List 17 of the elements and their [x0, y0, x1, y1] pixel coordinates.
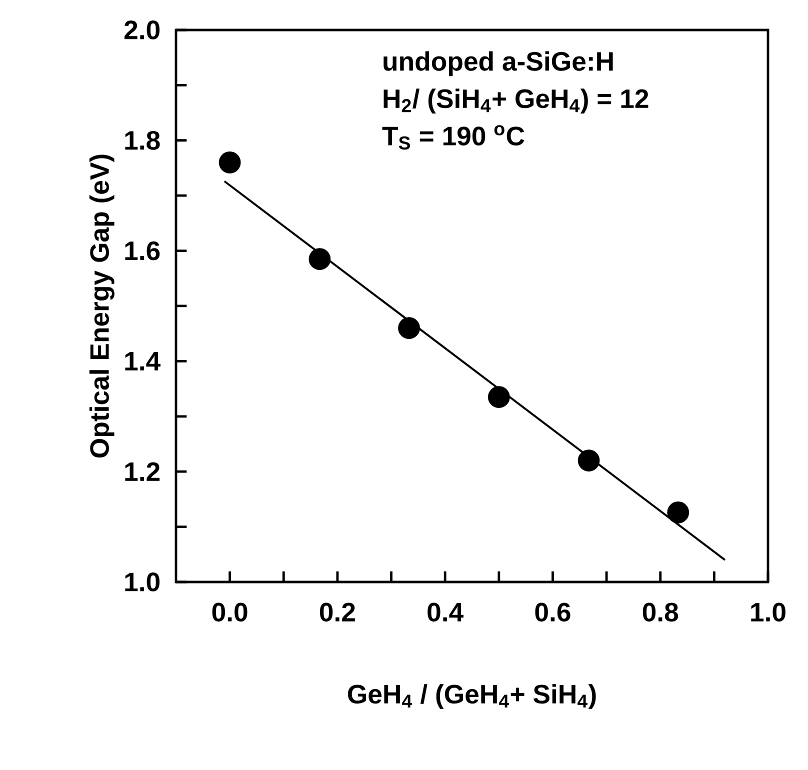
y-tick-label: 2.0 — [124, 20, 160, 40]
x-tick-label: 0.2 — [320, 602, 355, 622]
y-tick-label: 1.2 — [125, 462, 160, 481]
x-tick-label: 0.0 — [212, 602, 248, 622]
annotation: H$_{2}$/ (SiH$_{4}$+ GeH$_{4}$) = 12 — [384, 88, 648, 114]
x-tick-label: 1.0 — [751, 602, 786, 622]
y-tick-label: 1.0 — [125, 572, 160, 592]
y-axis-title: Optical Energy Gap (eV) — [89, 154, 114, 458]
y-tick-label: 1.6 — [125, 241, 160, 260]
annotation: T$_{S}$ = 190 $^{o}$C — [382, 125, 524, 150]
y-tick-label: 1.8 — [125, 130, 160, 150]
x-tick-label: 0.8 — [642, 602, 678, 622]
x-tick-label: 0.6 — [535, 602, 570, 622]
y-tick-label: 1.4 — [125, 352, 160, 370]
x-axis-title: GeH$_{4}$ / (GeH$_{4}$+ SiH$_{4}$) — [348, 684, 596, 709]
x-tick-label: 0.4 — [428, 602, 464, 622]
annotation: undoped a-SiGe:H — [384, 51, 613, 76]
